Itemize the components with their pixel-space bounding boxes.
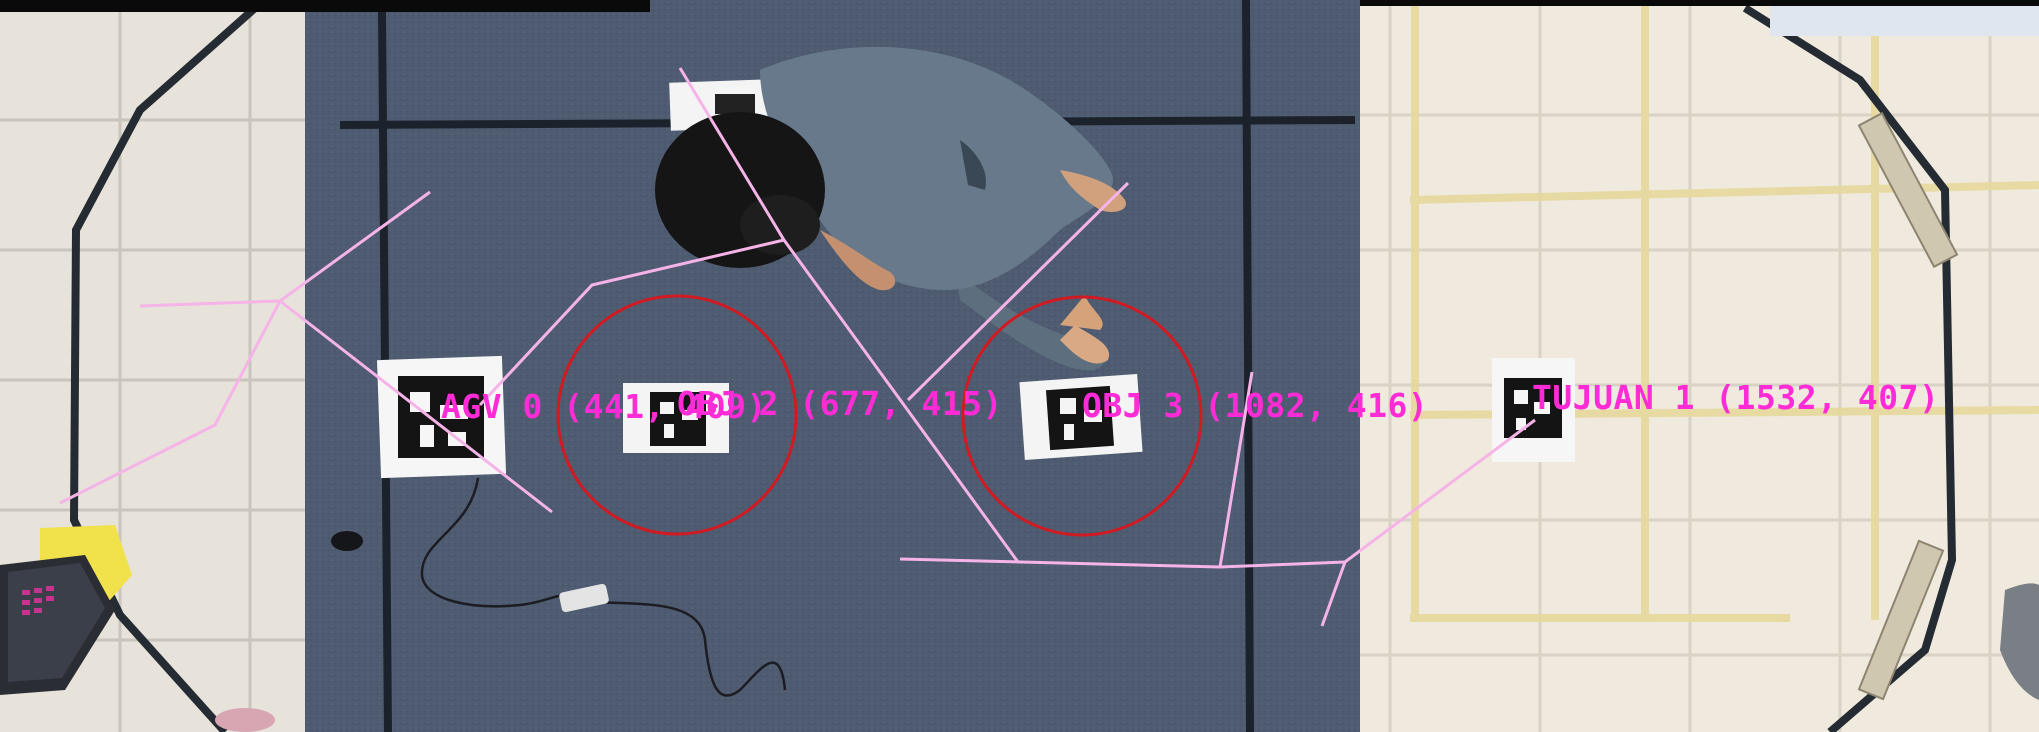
label-obj-3: OBJ 3 (1082, 416) <box>1082 386 1428 425</box>
mouse-and-cable <box>331 477 787 697</box>
octagon-tape-right <box>1742 4 1957 732</box>
wall-bracket-icon <box>1857 111 1959 701</box>
person <box>655 46 1126 371</box>
aruco-marker-agv <box>376 355 507 479</box>
window-glare <box>1770 6 2039 36</box>
top-edge-band <box>0 0 650 12</box>
label-obj-2: OBJ 2 (677, 415) <box>677 384 1003 423</box>
detection-circle-obj-2 <box>556 294 798 536</box>
aruco-marker-obj-2 <box>623 383 729 453</box>
top-edge-band-right <box>1360 0 2039 6</box>
label-agv-0: AGV 0 (441, 409) <box>441 387 767 426</box>
aruco-marker-tujuan-1 <box>1492 358 1575 462</box>
aruco-marker-obj-3 <box>1019 373 1143 461</box>
wall-object-right <box>2000 583 2039 700</box>
right-tile-floor <box>1355 0 2039 732</box>
path-lines <box>59 67 1536 627</box>
octagon-tape-left <box>69 5 258 732</box>
label-tujuan-1: TUJUAN 1 (1532, 407) <box>1532 378 1939 417</box>
detection-circle-obj-3 <box>961 295 1203 537</box>
laptop-icon <box>0 525 275 732</box>
